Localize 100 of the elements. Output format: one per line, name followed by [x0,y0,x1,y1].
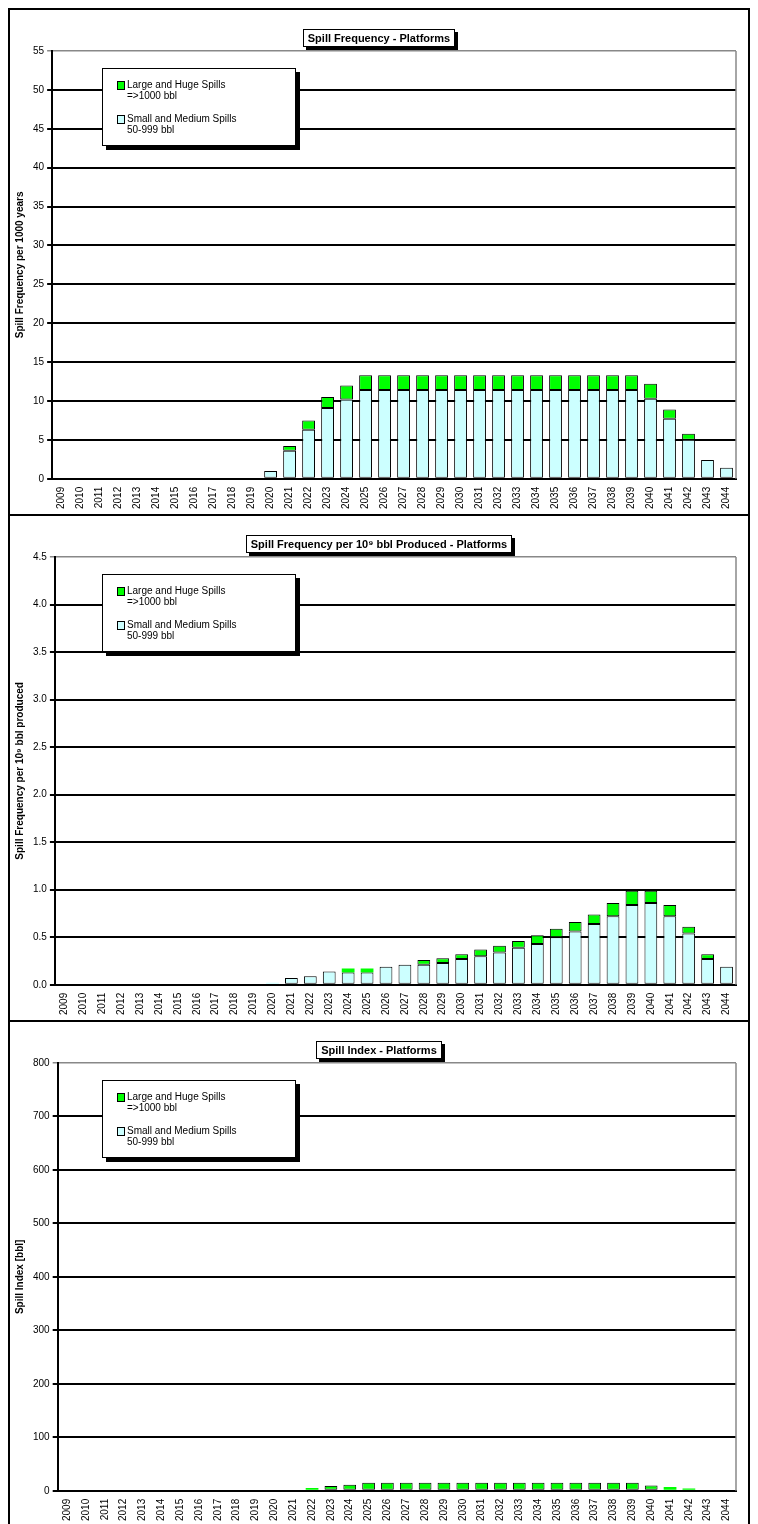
x-tick-label: 2017 [209,992,221,1015]
y-tick-label: 0.5 [33,930,48,942]
y-tick-label: 15 [33,355,45,367]
x-tick-label: 2010 [74,486,86,509]
legend-label: Small and Medium Spills 50-999 bbl [127,619,238,641]
x-tick-label: 2042 [682,486,694,509]
y-tick-label: 300 [33,1324,51,1336]
y-tick-label: 100 [33,1431,51,1443]
x-tick-label: 2020 [264,486,276,509]
x-tick-label: 2029 [435,486,447,509]
x-tick-label: 2030 [455,992,467,1015]
x-tick-label: 2023 [322,992,334,1015]
x-tick-label: 2036 [568,992,580,1015]
y-tick-label: 20 [33,316,45,328]
x-tick-label: 2022 [304,992,316,1015]
x-tick-label: 2028 [417,992,429,1015]
x-tick-label: 2024 [340,486,352,509]
x-tick-label: 2042 [682,992,694,1015]
y-tick-label: 30 [33,239,45,251]
x-tick-label: 2031 [474,992,486,1015]
x-tick-label: 2013 [131,486,143,509]
x-tick-label: 2035 [550,1498,562,1521]
y-tick-label: 0.0 [33,978,48,990]
x-tick-label: 2011 [93,486,105,509]
x-tick-label: 2032 [492,486,504,509]
x-tick-label: 2042 [682,1498,694,1521]
x-tick-label: 2030 [456,1498,468,1521]
y-tick-label: 600 [33,1163,51,1175]
x-tick-label: 2022 [302,486,314,509]
x-tick-label: 2032 [494,1498,506,1521]
x-tick-label: 2036 [568,486,580,509]
x-tick-label: 2025 [360,992,372,1015]
x-tick-label: 2037 [587,486,599,509]
x-tick-label: 2033 [511,486,523,509]
legend-label: Small and Medium Spills 50-999 bbl [127,1125,238,1147]
x-tick-label: 2015 [169,486,181,509]
x-tick-label: 2012 [117,1498,129,1521]
x-tick-label: 2040 [644,486,656,509]
x-tick-label: 2027 [398,992,410,1015]
x-tick-label: 2021 [286,1498,298,1521]
x-tick-label: 2038 [606,992,618,1015]
y-axis-title: Spill Frequency per 10⁹ bbl produced [13,682,25,860]
y-tick-label: 4.5 [33,550,48,562]
x-tick-label: 2035 [549,486,561,509]
x-tick-label: 2017 [211,1498,223,1521]
x-tick-label: 2037 [588,1498,600,1521]
y-axis-title: Spill Index [bbl] [13,1239,25,1315]
x-tick-label: 2011 [98,1498,110,1521]
x-tick-label: 2021 [283,486,295,509]
x-tick-label: 2013 [133,992,145,1015]
legend-label: Large and Huge Spills =>1000 bbl [127,585,227,607]
x-tick-label: 2043 [701,486,713,509]
x-tick-label: 2035 [550,992,562,1015]
x-tick-label: 2013 [136,1498,148,1521]
x-tick-label: 2027 [400,1498,412,1521]
x-tick-label: 2041 [663,992,675,1015]
x-tick-label: 2019 [245,486,257,509]
x-tick-label: 2031 [475,1498,487,1521]
y-tick-label: 800 [33,1056,51,1068]
legend-label: Large and Huge Spills =>1000 bbl [127,79,227,101]
x-tick-label: 2012 [112,486,124,509]
y-tick-label: 50 [33,83,45,95]
x-tick-label: 2014 [150,486,162,509]
x-tick-label: 2016 [192,1498,204,1521]
x-tick-label: 2024 [343,1498,355,1521]
x-tick-label: 2028 [418,1498,430,1521]
x-tick-label: 2040 [644,992,656,1015]
x-tick-label: 2033 [512,992,524,1015]
x-tick-label: 2021 [285,992,297,1015]
x-tick-label: 2032 [493,992,505,1015]
x-tick-label: 2033 [513,1498,525,1521]
x-tick-label: 2012 [114,992,126,1015]
x-tick-label: 2018 [226,486,238,509]
y-tick-label: 400 [33,1270,51,1282]
x-tick-label: 2023 [324,1498,336,1521]
x-tick-label: 2034 [530,486,542,509]
x-tick-label: 2030 [454,486,466,509]
x-tick-label: 2014 [155,1498,167,1521]
y-tick-label: 2.5 [33,740,48,752]
y-tick-label: 55 [33,44,45,56]
y-tick-label: 25 [33,278,45,290]
x-tick-label: 2009 [60,1498,72,1521]
y-tick-label: 1.0 [33,883,48,895]
legend-label: Large and Huge Spills =>1000 bbl [127,1091,227,1113]
x-tick-label: 2016 [188,486,200,509]
x-tick-label: 2043 [701,992,713,1015]
x-tick-label: 2036 [569,1498,581,1521]
x-tick-label: 2019 [247,992,259,1015]
x-tick-label: 2039 [625,486,637,509]
x-tick-label: 2024 [341,992,353,1015]
x-tick-label: 2039 [625,992,637,1015]
y-tick-label: 0 [44,1484,51,1496]
y-tick-label: 40 [33,161,45,173]
y-tick-label: 200 [33,1377,51,1389]
x-tick-label: 2044 [720,992,732,1015]
y-tick-label: 3.5 [33,645,48,657]
x-tick-label: 2044 [720,1498,732,1521]
y-tick-label: 1.5 [33,835,48,847]
x-tick-label: 2016 [190,992,202,1015]
x-tick-label: 2018 [228,992,240,1015]
